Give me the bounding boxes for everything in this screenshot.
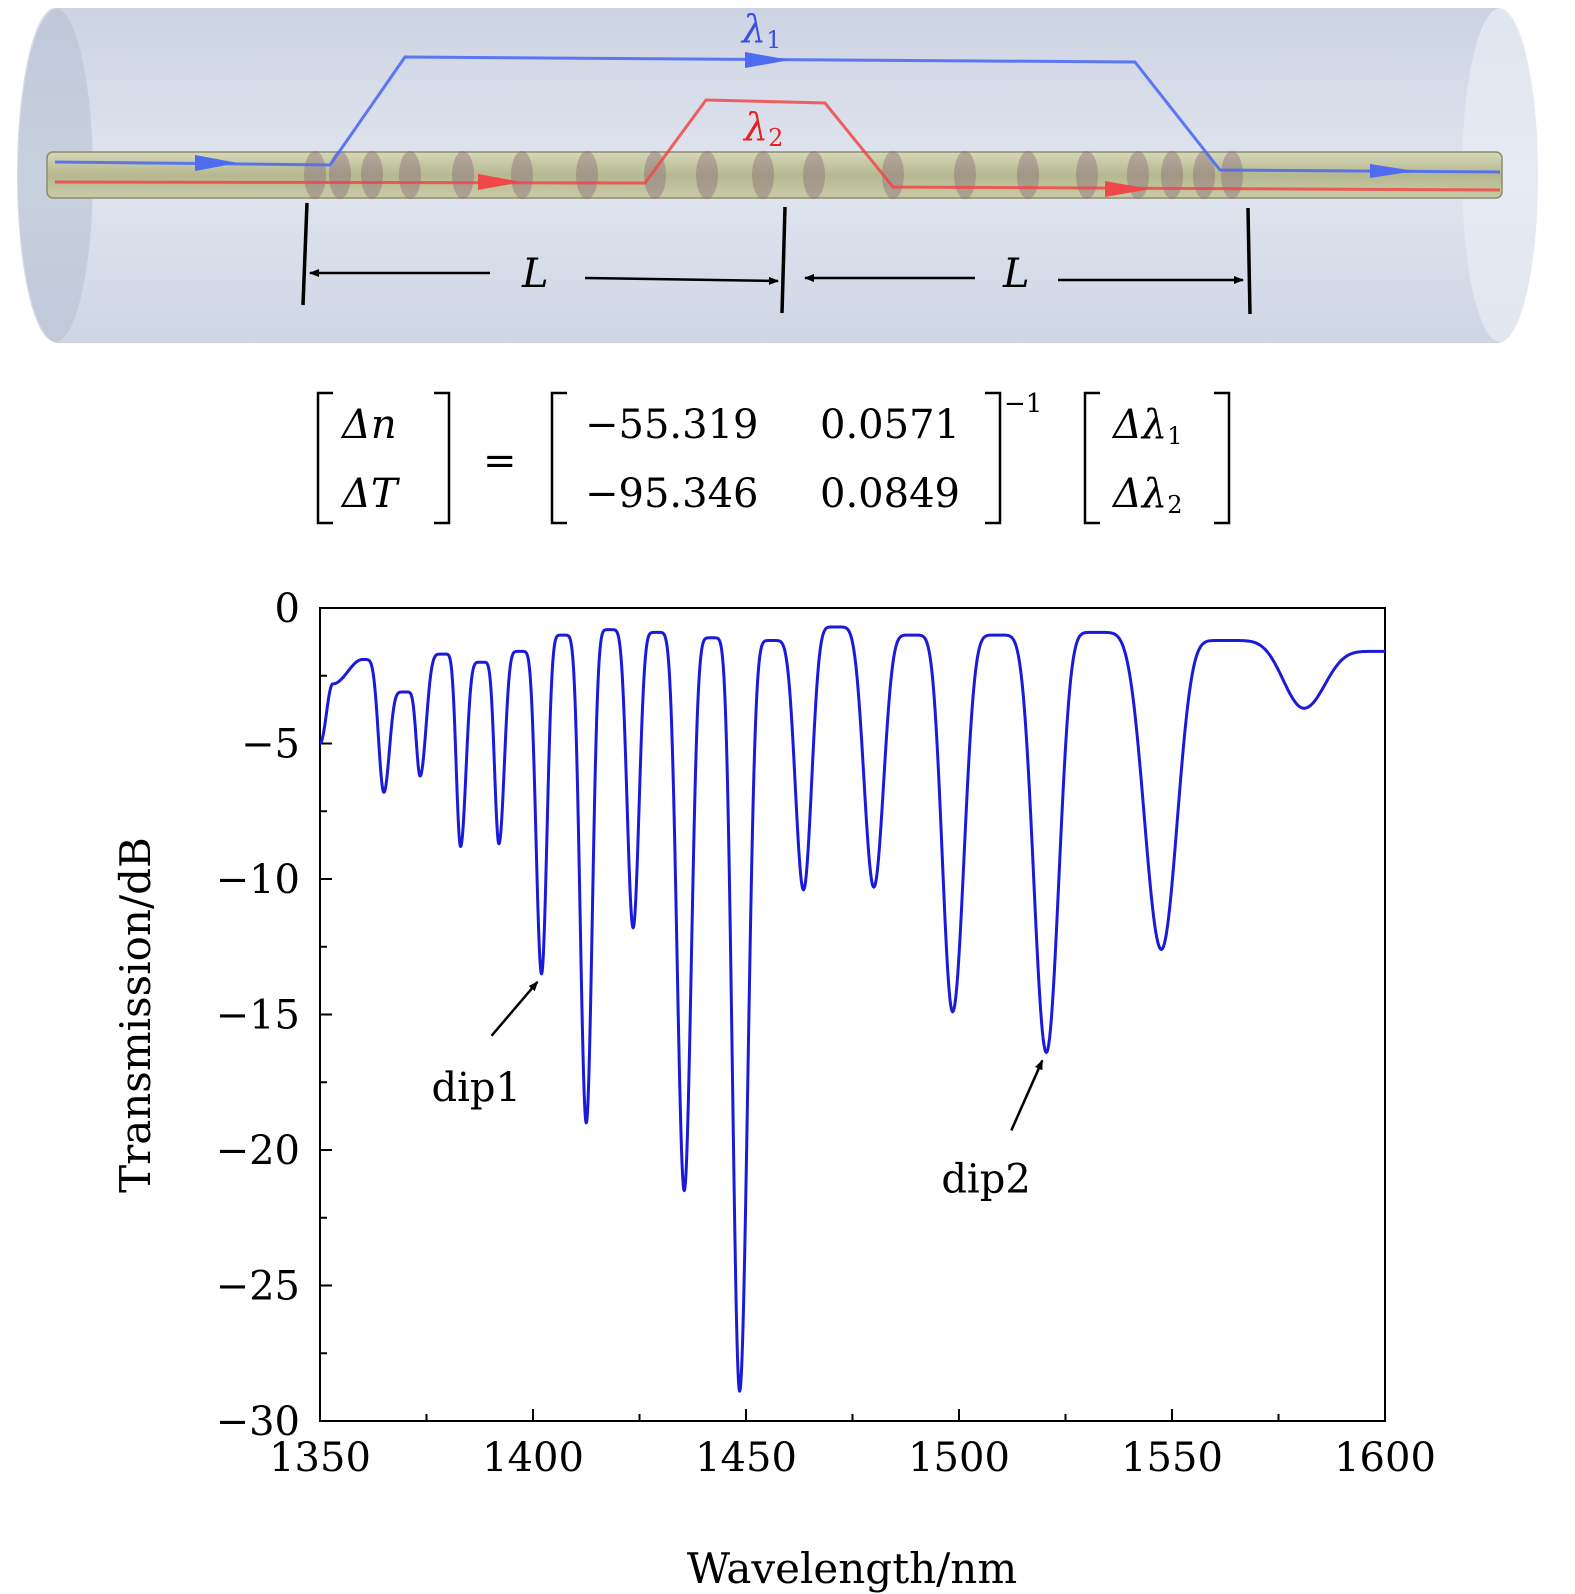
x-axis-label: Wavelength/nm [687, 1544, 1017, 1593]
transmission-chart: 1350 1400 1450 1500 1550 1600 0 −5 −10 −15 −20 −25… [111, 586, 1436, 1593]
grating-ring [954, 151, 976, 199]
plot-frame [319, 607, 1386, 1422]
lambda2-arrow-1 [478, 174, 522, 190]
lambda2-path [54, 98, 1501, 192]
transmission-series [318, 625, 1386, 1393]
bracket-rhs-left [1083, 391, 1100, 525]
matrix-cell-11: −55.319 [585, 402, 758, 448]
grating-ring [304, 151, 326, 199]
y-tick-label: −5 [241, 722, 300, 768]
grating-ring [752, 151, 774, 199]
y-tick-label: −15 [216, 993, 300, 1039]
matrix-cell-22: 0.0849 [820, 471, 960, 517]
y-tick-label: −20 [216, 1128, 300, 1174]
lambda1-label: λ1 [740, 7, 781, 54]
rhs-row-2: Δλ2 [1111, 471, 1183, 519]
grating-ring [1017, 151, 1039, 199]
x-tick-label: 1600 [1334, 1435, 1436, 1481]
x-tick-label: 1500 [908, 1435, 1010, 1481]
x-tick-label: 1550 [1121, 1435, 1223, 1481]
equation: Δn ΔT = −55.319 0.0571 −95.346 0.0849 −1… [316, 389, 1231, 525]
y-tick-label: −30 [216, 1399, 300, 1445]
annotation-arrow [490, 981, 539, 1037]
marker-bar-left [301, 202, 309, 306]
matrix-exponent: −1 [1004, 389, 1042, 419]
y-axis-label: Transmission/dB [111, 837, 160, 1193]
grating-ring [696, 151, 718, 199]
grating-ring [1161, 151, 1183, 199]
equals-sign: = [483, 438, 517, 484]
marker-bar-mid [780, 206, 787, 314]
x-axis-ticks: 1350 1400 1450 1500 1550 1600 [269, 1409, 1436, 1481]
lambda1-arrow-2 [745, 52, 790, 68]
x-tick-label: 1350 [269, 1435, 371, 1481]
bracket-rhs-right [1214, 391, 1231, 525]
x-tick-label: 1450 [695, 1435, 797, 1481]
dim-arrow-left-b [584, 276, 779, 285]
grating-ring [882, 151, 904, 199]
grating-ring [576, 151, 598, 199]
y-axis-ticks: 0 −5 −10 −15 −20 −25 −30 [216, 586, 332, 1445]
annotation-arrow [1010, 1059, 1044, 1131]
length-label-right: L [1002, 251, 1030, 297]
y-tick-label: 0 [275, 586, 300, 632]
matrix-cell-21: −95.346 [585, 471, 758, 517]
bracket-mat-left [550, 391, 567, 525]
y-tick-label: −25 [216, 1264, 300, 1310]
lhs-row-2: ΔT [340, 471, 401, 517]
lambda1-arrow-1 [195, 155, 238, 171]
grating-ring [1193, 151, 1215, 199]
grating-ring [361, 151, 383, 199]
rhs-row-1: Δλ1 [1111, 402, 1183, 450]
bracket-mat-right [985, 391, 1002, 525]
fiber-core [46, 151, 1503, 199]
matrix-cell-12: 0.0571 [820, 402, 960, 448]
lambda2-arrow-2 [1105, 181, 1150, 197]
length-label-left: L [521, 251, 549, 297]
bracket-lhs-left [316, 391, 333, 525]
bracket-lhs-right [434, 391, 451, 525]
annotation-label: dip1 [432, 1065, 521, 1111]
lambda2-label: λ2 [742, 105, 783, 152]
fiber-diagram: λ1 λ2 L L [17, 7, 1538, 343]
annotations: dip1 dip2 [432, 981, 1044, 1202]
grating-ring [1221, 151, 1243, 199]
x-tick-label: 1400 [482, 1435, 584, 1481]
grating-ring [399, 151, 421, 199]
marker-bar-right [1246, 207, 1252, 315]
lhs-row-1: Δn [340, 402, 397, 448]
grating-ring [1076, 151, 1098, 199]
grating-ring [803, 151, 825, 199]
lambda1-arrow-3 [1370, 164, 1415, 178]
grating-ring [452, 151, 474, 199]
grating-ring [511, 151, 533, 199]
annotation-label: dip2 [941, 1156, 1030, 1202]
y-tick-label: −10 [216, 857, 300, 903]
grating-ring [329, 151, 351, 199]
